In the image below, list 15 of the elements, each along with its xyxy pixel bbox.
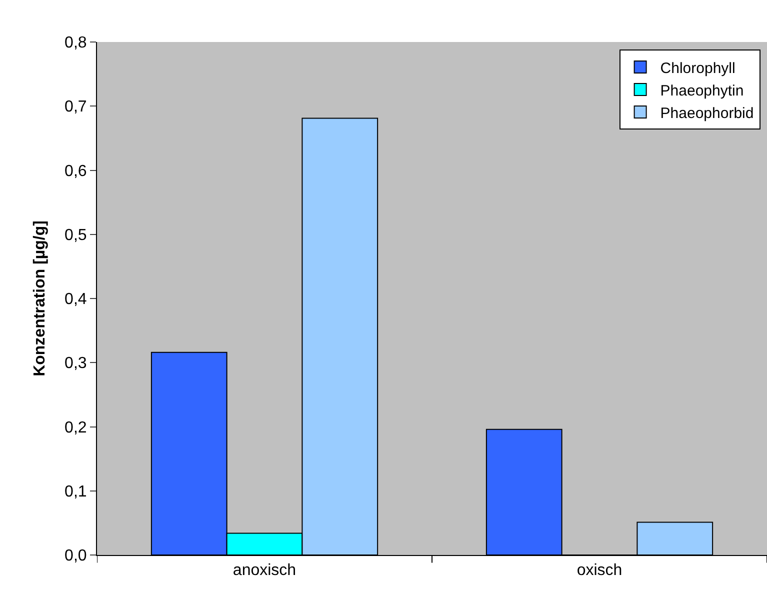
y-tick-label: 0,6 xyxy=(64,162,87,180)
legend-label: Phaeophytin xyxy=(660,82,744,100)
y-tick-label: 0,3 xyxy=(64,355,87,372)
y-tick-label: 0,7 xyxy=(64,98,87,116)
y-tick-label: 0,1 xyxy=(64,483,87,500)
y-tick-label: 0,4 xyxy=(64,291,87,308)
x-tick-label: anoxisch xyxy=(232,562,296,580)
legend-label: Chlorophyll xyxy=(660,60,736,77)
y-tick-label: 0,8 xyxy=(64,34,87,52)
y-tick-label: 0,2 xyxy=(64,419,87,436)
y-axis-title: Konzentration [µg/g] xyxy=(31,220,48,376)
y-tick-label: 0,5 xyxy=(64,226,87,244)
legend-label: Phaeophorbid xyxy=(660,104,754,122)
x-tick-label: oxisch xyxy=(576,562,622,580)
y-tick-label: 0,0 xyxy=(64,548,87,565)
